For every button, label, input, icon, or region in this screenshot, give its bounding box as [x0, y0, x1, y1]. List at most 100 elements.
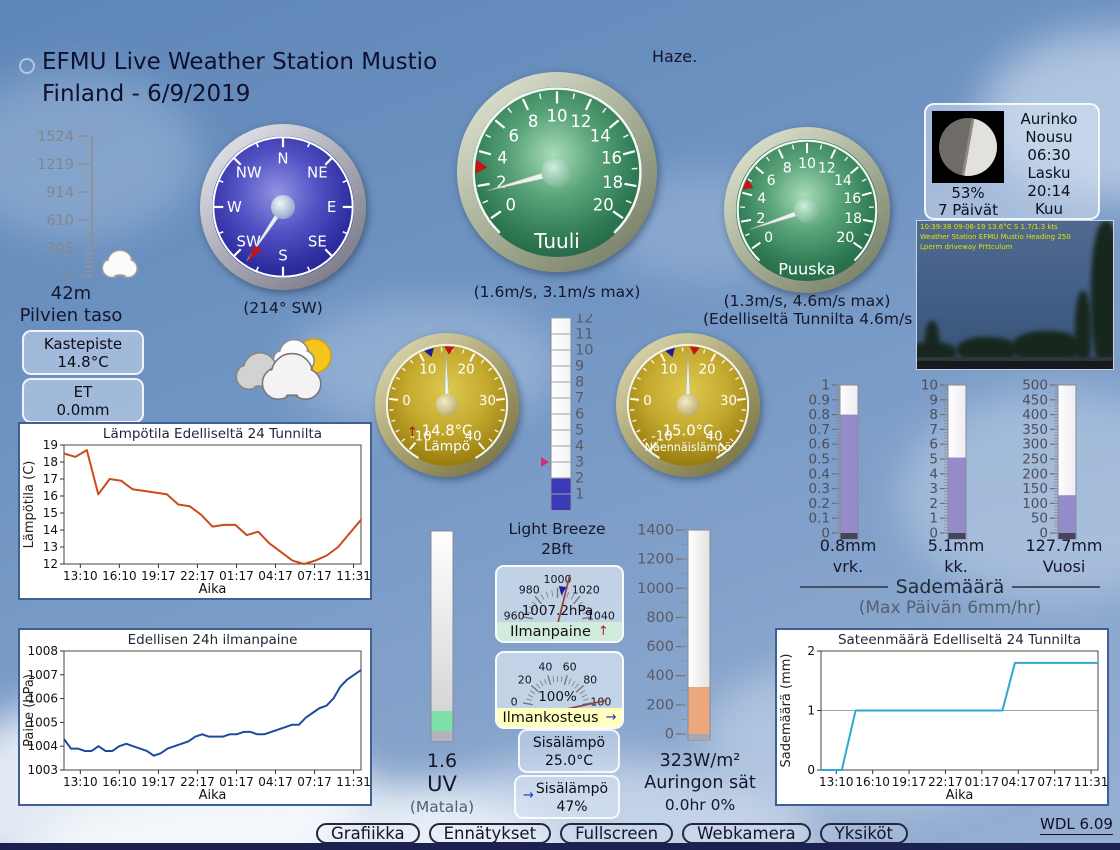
moon-age: 7 Päivät — [938, 201, 998, 219]
rain-year-period: Vuosi — [1042, 557, 1086, 576]
status-dot-icon — [19, 58, 35, 74]
svg-text:20: 20 — [836, 230, 854, 246]
svg-text:9: 9 — [929, 392, 938, 408]
moon-label: Kuu — [1034, 200, 1064, 218]
svg-text:8: 8 — [528, 112, 539, 131]
svg-text:0: 0 — [65, 269, 74, 282]
station-title: EFMU Live Weather Station Mustio — [42, 49, 438, 75]
svg-text:Lämpö: Lämpö — [424, 438, 470, 454]
rain-month-bar: 10 9 8 7 6 5 4 3 2 1 0 — [908, 379, 968, 547]
et-value: 0.0mm — [56, 401, 110, 419]
footer-button-webkamera[interactable]: Webkamera — [682, 823, 811, 844]
astro-panel: 53% 7 Päivät Aurinko Nousu 06:30 Lasku 2… — [924, 103, 1100, 290]
svg-text:01:17: 01:17 — [219, 775, 254, 789]
footer-button-yksiköt[interactable]: Yksiköt — [819, 823, 908, 844]
svg-text:SE: SE — [308, 232, 327, 250]
svg-text:150: 150 — [1022, 481, 1048, 497]
pressure-chart: Edellisen 24h ilmanpaine 1003 1004 1005 1006… — [18, 628, 372, 806]
svg-text:13: 13 — [43, 540, 58, 554]
svg-text:20: 20 — [593, 195, 614, 214]
cloudbase-reading: 42m Pilvien taso — [6, 283, 136, 327]
svg-text:350: 350 — [1022, 422, 1048, 438]
svg-text:-10: -10 — [651, 429, 673, 444]
svg-text:1219: 1219 — [37, 157, 74, 173]
webcam-image[interactable]: 10:39:38 09-06-19 13.6°C S 1.7/1.3 kts W… — [916, 220, 1114, 370]
svg-text:12: 12 — [43, 557, 58, 571]
svg-text:18: 18 — [602, 173, 623, 192]
webcam-overlay-line: Weather Station EFMU Mustio Heading 250 — [920, 233, 1071, 241]
svg-text:100%: 100% — [538, 689, 577, 705]
svg-text:2: 2 — [807, 644, 815, 658]
svg-text:450: 450 — [1022, 392, 1048, 408]
svg-text:305: 305 — [46, 241, 74, 257]
svg-text:12: 12 — [575, 314, 593, 327]
svg-text:30: 30 — [479, 394, 496, 409]
svg-text:2: 2 — [496, 173, 507, 192]
svg-text:20: 20 — [458, 362, 475, 377]
rain-section-header: Sademäärä — [800, 576, 1101, 598]
rain-year-bar: 500 450 400 350 300 250 200 150 100 50 0 — [1014, 379, 1078, 547]
barometer-gauge: Ilmanpaine ↑ 960 980 1000 1020 1040 1007.2hPa — [495, 565, 624, 643]
svg-text:4: 4 — [757, 191, 766, 207]
svg-text:200: 200 — [1022, 466, 1048, 482]
svg-text:12: 12 — [818, 160, 836, 176]
wind-gust-gauge: 0 2 4 6 8 10 12 14 16 18 20 Puuska — [724, 127, 890, 293]
svg-text:1008: 1008 — [27, 644, 58, 658]
sunrise: Nousu 06:30 — [1025, 128, 1073, 164]
divider — [1012, 586, 1101, 588]
svg-text:20: 20 — [699, 362, 716, 377]
svg-text:07:17: 07:17 — [1037, 775, 1072, 789]
svg-text:980: 980 — [519, 583, 540, 596]
footer-button-fullscreen[interactable]: Fullscreen — [560, 823, 674, 844]
svg-text:12: 12 — [570, 112, 591, 131]
footer-button-ennätykset[interactable]: Ennätykset — [428, 823, 552, 844]
svg-text:0.9: 0.9 — [809, 392, 830, 408]
svg-text:2: 2 — [756, 211, 765, 227]
dewpoint-value: 14.8°C — [57, 353, 109, 371]
rain-year-value: 127.7mm — [1025, 536, 1103, 555]
svg-text:0: 0 — [665, 727, 674, 743]
svg-text:1524: 1524 — [37, 130, 74, 145]
webcam-roofline — [917, 357, 1113, 361]
svg-text:0: 0 — [821, 526, 830, 542]
svg-text:200: 200 — [646, 697, 674, 713]
svg-text:NW: NW — [236, 164, 262, 182]
cloudbase-value: 42m — [50, 283, 92, 304]
svg-text:0.2: 0.2 — [809, 496, 830, 512]
svg-text:0: 0 — [1039, 526, 1048, 542]
svg-text:10: 10 — [921, 379, 938, 394]
wind-speed-gauge: 0 2 4 6 8 10 12 14 16 18 20 Tuuli — [457, 72, 657, 272]
svg-text:6: 6 — [767, 173, 776, 189]
svg-text:0.6: 0.6 — [809, 437, 830, 453]
cloudbase-label: Pilvien taso — [19, 305, 123, 326]
indoor-humidity-trend-icon: → — [523, 788, 534, 803]
indoor-temperature-label: Sisälämpö — [532, 735, 606, 751]
divider — [800, 586, 888, 588]
svg-text:19:17: 19:17 — [141, 569, 176, 583]
moon-illumination: 53% — [951, 184, 985, 202]
footer-button-grafiikka[interactable]: Grafiikka — [316, 823, 420, 844]
svg-text:0: 0 — [764, 230, 773, 246]
solar-label: Auringon sät — [644, 773, 756, 793]
svg-text:20: 20 — [518, 674, 532, 687]
station-subtitle: Finland - 6/9/2019 — [42, 81, 251, 107]
svg-text:800: 800 — [646, 610, 674, 626]
gust-reading: (1.3m/s, 4.6m/s max) — [723, 292, 891, 310]
bottom-bar — [0, 843, 1120, 850]
svg-text:1004: 1004 — [27, 739, 58, 753]
temperature-chart: Lämpötila Edelliseltä 24 Tunnilta 12 13 14 1… — [18, 422, 372, 600]
svg-text:914: 914 — [46, 185, 74, 201]
solar-hours: 0.0hr 0% — [664, 796, 736, 814]
svg-text:Lämpötila Edelliseltä 24 Tunni: Lämpötila Edelliseltä 24 Tunnilta — [103, 426, 322, 442]
svg-text:0.3: 0.3 — [809, 481, 830, 497]
svg-text:0.7: 0.7 — [809, 422, 830, 438]
svg-text:11:31: 11:31 — [336, 775, 370, 789]
svg-text:2: 2 — [575, 471, 584, 487]
svg-text:5: 5 — [929, 452, 938, 468]
gust-hour-reading: (Edelliseltä Tunnilta 4.6m/s max) — [702, 310, 958, 328]
webcam-overlay-line: Lperm driveway Prttculum — [920, 243, 1013, 251]
svg-text:60: 60 — [563, 661, 577, 674]
svg-text:11: 11 — [575, 327, 593, 343]
svg-text:1: 1 — [929, 511, 938, 527]
svg-text:SW: SW — [237, 232, 261, 250]
